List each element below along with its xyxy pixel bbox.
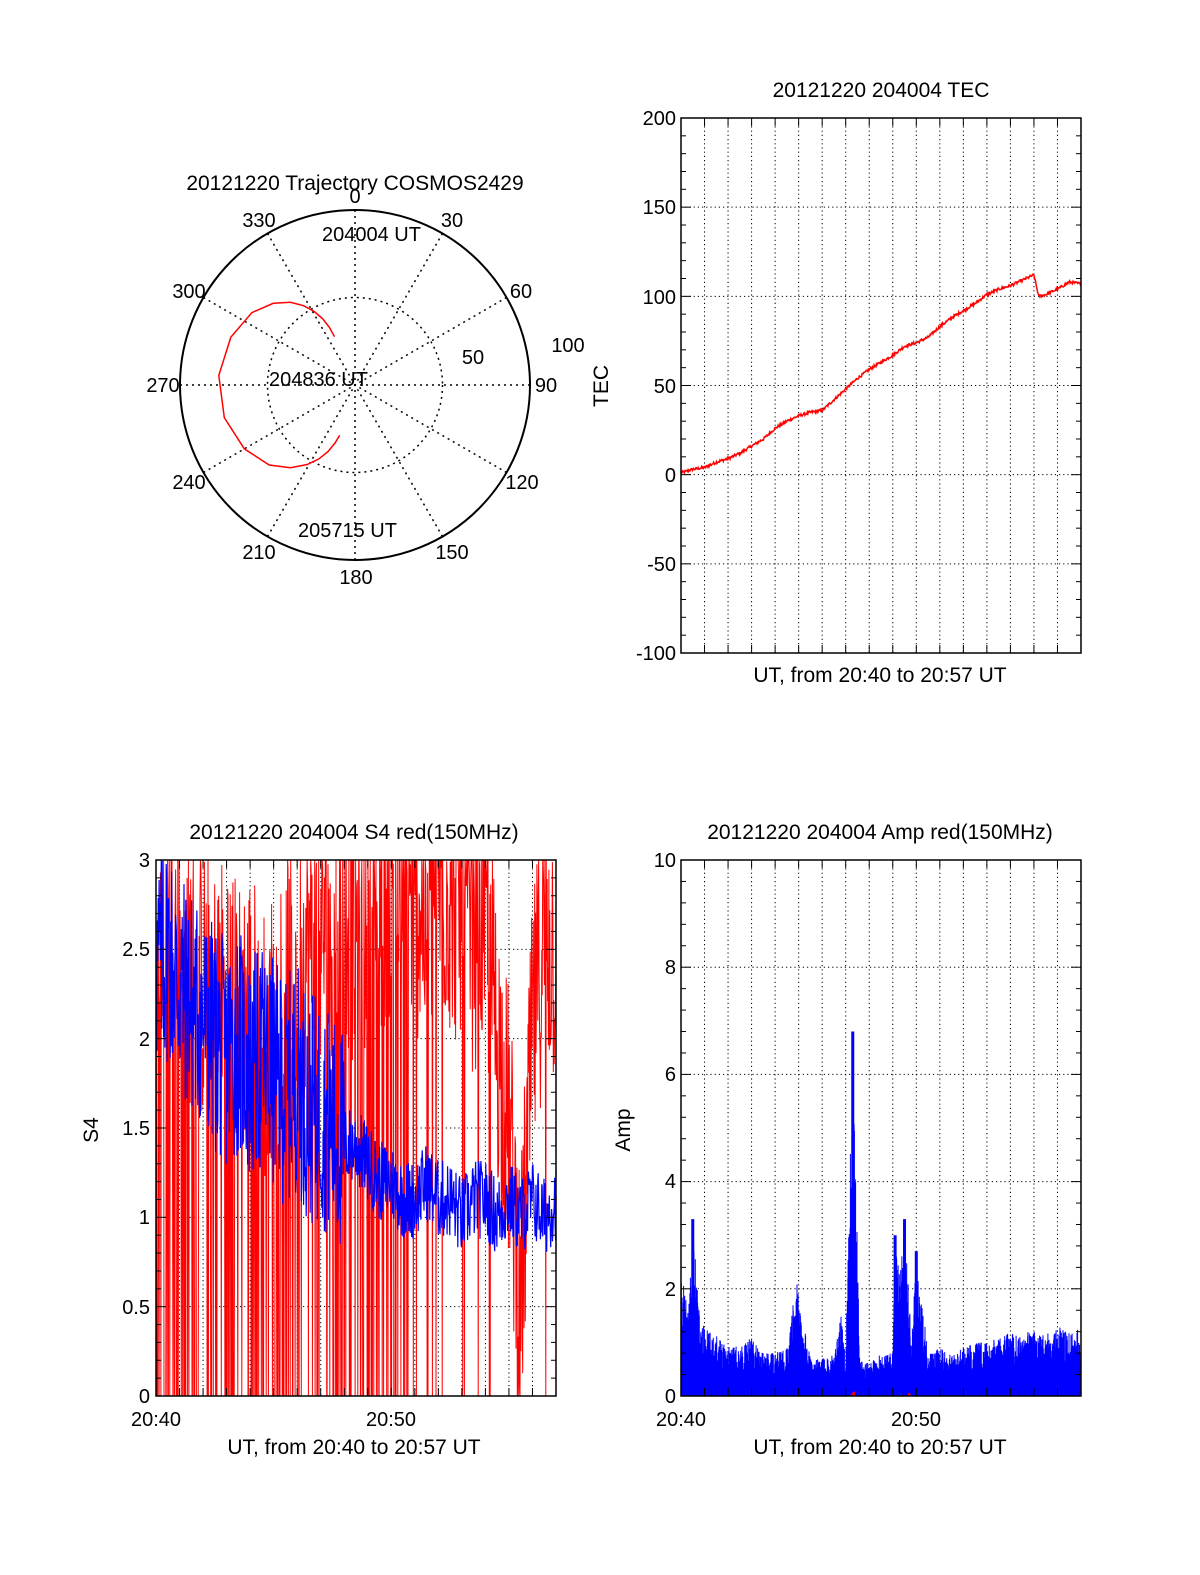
s4-ytick-0.5: 0.5 [122, 1297, 150, 1319]
tec-ytick-0: 0 [665, 465, 676, 487]
s4-ticks [155, 859, 557, 1397]
polar-series [218, 301, 341, 469]
s4-xtick-2050: 20:50 [366, 1409, 416, 1431]
polar-grid [180, 210, 530, 560]
amp-xtick-2040: 20:40 [656, 1409, 706, 1431]
tec-ytick-150: 150 [643, 197, 676, 219]
radial-label-50: 50 [462, 347, 484, 369]
s4-ytick-0: 0 [139, 1386, 150, 1408]
angle-label-0: 0 [349, 186, 360, 208]
s4-ytick-2.5: 2.5 [122, 939, 150, 961]
amp-y-axis-label: Amp [612, 1108, 635, 1151]
amp-grid [681, 860, 1081, 1396]
s4-x-axis-label: UT, from 20:40 to 20:57 UT [227, 1436, 480, 1459]
amp-ytick-10: 10 [654, 850, 676, 872]
tec-ytick-50: 50 [654, 376, 676, 398]
tec-ticks [680, 117, 1082, 654]
polar-outer-circle [179, 209, 531, 561]
angle-label-90: 90 [535, 375, 557, 397]
angle-label-180: 180 [339, 567, 372, 589]
s4-title: 20121220 204004 S4 red(150MHz) [189, 821, 518, 844]
amp-title: 20121220 204004 Amp red(150MHz) [707, 821, 1053, 844]
s4-xtick-2040: 20:40 [131, 1409, 181, 1431]
angle-label-150: 150 [435, 542, 468, 564]
trajectory-end-label: 205715 UT [298, 520, 397, 542]
tec-grid [681, 118, 1081, 653]
amp-ytick-2: 2 [665, 1279, 676, 1301]
angle-label-240: 240 [172, 472, 205, 494]
angle-label-330: 330 [242, 210, 275, 232]
polar-angle-labels: 0 30 60 90 120 150 180 210 240 270 300 3… [146, 186, 557, 589]
tec-chart: 20121220 204004 TEC 200 150 100 50 0 -50… [590, 79, 1082, 687]
trajectory-start-label: 204004 UT [322, 224, 421, 246]
s4-y-axis-label: S4 [80, 1117, 103, 1143]
tec-ytick-100: 100 [643, 287, 676, 309]
angle-label-210: 210 [242, 542, 275, 564]
angle-label-30: 30 [441, 210, 463, 232]
tec-title: 20121220 204004 TEC [773, 79, 990, 102]
amp-ytick-8: 8 [665, 957, 676, 979]
amp-ytick-4: 4 [665, 1171, 676, 1193]
tec-x-axis-label: UT, from 20:40 to 20:57 UT [753, 664, 1006, 687]
tec-ytick-neg100: -100 [636, 643, 676, 665]
trajectory-mid-label: 204836 UT [269, 369, 368, 391]
amp-chart: 20121220 204004 Amp red(150MHz) 10 8 6 4… [612, 821, 1082, 1459]
s4-blue-line [155, 859, 557, 1252]
tec-line [680, 273, 1082, 476]
tec-ytick-200: 200 [643, 108, 676, 130]
s4-chart: 20121220 204004 S4 red(150MHz) 3 2.5 2 1… [80, 821, 557, 1459]
trajectory-line [218, 301, 341, 469]
polar-ring-50 [266, 296, 444, 474]
angle-label-300: 300 [172, 281, 205, 303]
amp-ytick-6: 6 [665, 1064, 676, 1086]
amp-x-axis-label: UT, from 20:40 to 20:57 UT [753, 1436, 1006, 1459]
angle-label-120: 120 [505, 472, 538, 494]
radial-label-100: 100 [551, 335, 584, 357]
angle-label-270: 270 [146, 375, 179, 397]
s4-ytick-2: 2 [139, 1029, 150, 1051]
amp-ticks [680, 859, 1082, 1397]
s4-ytick-3: 3 [139, 850, 150, 872]
amp-xtick-2050: 20:50 [891, 1409, 941, 1431]
polar-spoke [266, 233, 444, 537]
tec-y-tick-labels: 200 150 100 50 0 -50 -100 [636, 108, 676, 665]
amp-plot-frame [680, 859, 1082, 1397]
s4-ytick-1.5: 1.5 [122, 1118, 150, 1140]
angle-label-60: 60 [510, 281, 532, 303]
tec-y-axis-label: TEC [590, 365, 613, 407]
s4-ytick-1: 1 [139, 1207, 150, 1229]
tec-ytick-neg50: -50 [647, 554, 676, 576]
polar-chart: 20121220 Trajectory COSMOS2429 0 30 60 9… [146, 172, 584, 589]
amp-ytick-0: 0 [665, 1386, 676, 1408]
tec-series [680, 273, 1082, 476]
polar-title: 20121220 Trajectory COSMOS2429 [186, 172, 523, 195]
amp-y-tick-labels: 10 8 6 4 2 0 [654, 850, 676, 1408]
s4-y-tick-labels: 3 2.5 2 1.5 1 0.5 0 [122, 850, 150, 1408]
